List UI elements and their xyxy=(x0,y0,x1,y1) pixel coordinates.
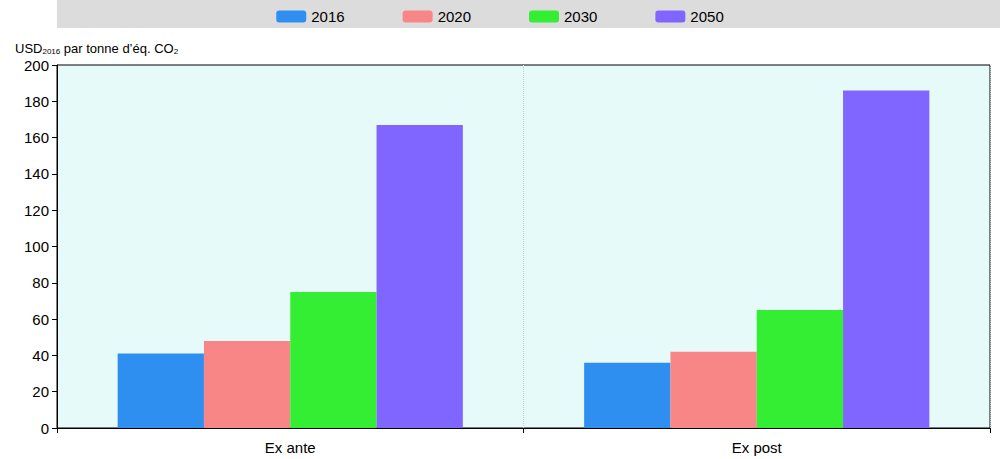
svg-text:200: 200 xyxy=(24,57,49,74)
svg-text:120: 120 xyxy=(24,202,49,219)
svg-text:0: 0 xyxy=(41,420,49,437)
svg-text:2016: 2016 xyxy=(311,8,344,25)
svg-text:60: 60 xyxy=(32,311,49,328)
svg-text:2050: 2050 xyxy=(690,8,723,25)
svg-text:40: 40 xyxy=(32,347,49,364)
svg-text:Ex ante: Ex ante xyxy=(265,439,316,456)
svg-text:par tonne d’éq. CO: par tonne d’éq. CO xyxy=(60,41,173,56)
svg-text:180: 180 xyxy=(24,93,49,110)
svg-text:140: 140 xyxy=(24,165,49,182)
svg-text:2: 2 xyxy=(174,47,179,56)
svg-text:2020: 2020 xyxy=(438,8,471,25)
svg-text:2030: 2030 xyxy=(564,8,597,25)
svg-text:100: 100 xyxy=(24,238,49,255)
svg-text:80: 80 xyxy=(32,274,49,291)
svg-text:2016: 2016 xyxy=(42,47,60,56)
svg-text:160: 160 xyxy=(24,129,49,146)
svg-text:USD: USD xyxy=(15,41,42,56)
svg-text:20: 20 xyxy=(32,383,49,400)
svg-text:Ex post: Ex post xyxy=(732,439,783,456)
